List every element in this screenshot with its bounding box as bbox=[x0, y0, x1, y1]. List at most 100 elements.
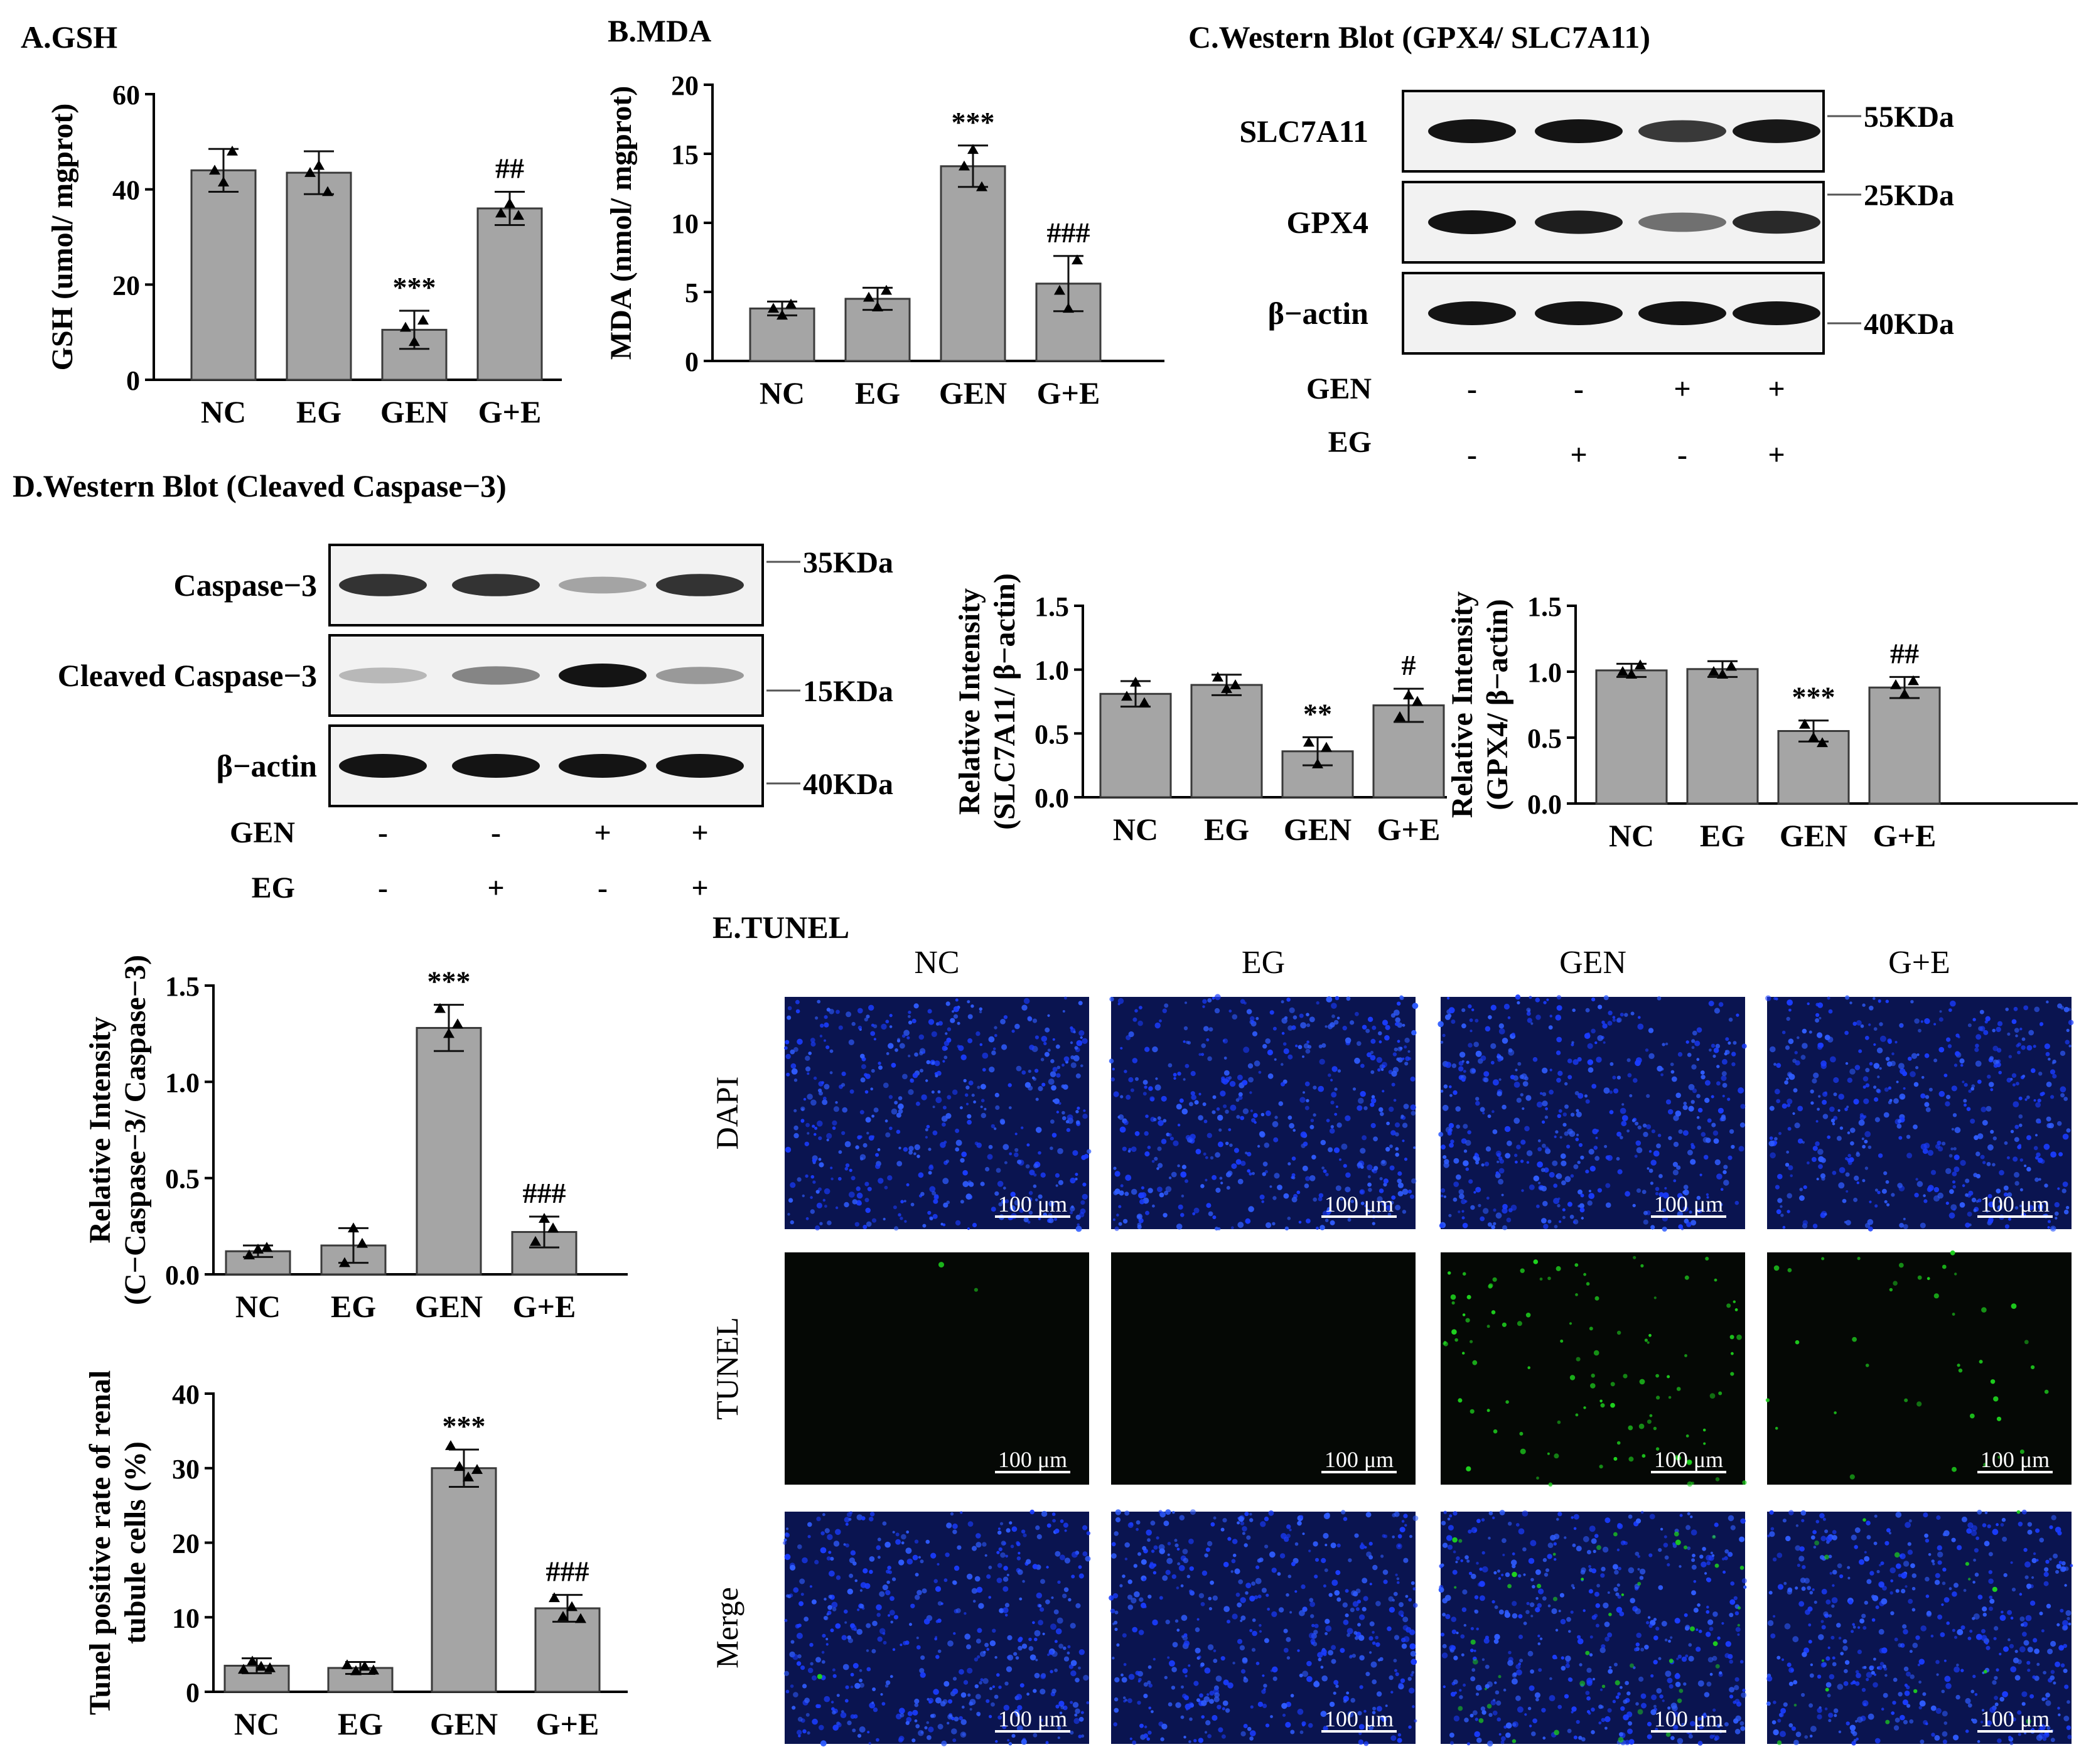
nucleus-dot bbox=[1902, 1699, 1908, 1706]
nucleus-dot bbox=[1970, 1530, 1977, 1536]
nucleus-dot bbox=[1261, 1689, 1266, 1694]
nucleus-dot bbox=[1475, 1100, 1480, 1106]
nucleus-dot bbox=[1712, 1611, 1718, 1617]
nucleus-dot bbox=[1453, 1655, 1458, 1660]
nucleus-dot bbox=[1787, 1662, 1792, 1667]
nucleus-dot bbox=[1038, 1086, 1043, 1092]
caspase-data-point bbox=[357, 1237, 368, 1248]
nucleus-dot bbox=[1541, 1185, 1547, 1191]
nucleus-dot bbox=[1028, 1637, 1032, 1642]
nucleus-dot bbox=[1508, 1208, 1513, 1213]
nucleus-dot bbox=[1483, 1208, 1489, 1214]
nucleus-dot bbox=[1537, 1642, 1541, 1645]
slc7a11-data-point bbox=[1130, 677, 1141, 687]
nucleus-dot bbox=[1171, 1171, 1177, 1178]
panel-b-title: B.MDA bbox=[608, 13, 712, 48]
nucleus-dot bbox=[1783, 1702, 1788, 1707]
nucleus-dot bbox=[1827, 996, 1830, 1000]
nucleus-dot bbox=[1537, 1147, 1542, 1152]
blot-band bbox=[452, 754, 540, 778]
nucleus-dot bbox=[1855, 1719, 1858, 1723]
nucleus-dot bbox=[1016, 1694, 1023, 1700]
tunel-positive-dot bbox=[1600, 1403, 1605, 1408]
nucleus-dot bbox=[1078, 1573, 1084, 1579]
nucleus-dot bbox=[844, 1517, 850, 1523]
nucleus-dot bbox=[1190, 1591, 1195, 1596]
nucleus-dot bbox=[1336, 1122, 1342, 1128]
nucleus-dot bbox=[1994, 1702, 1999, 1706]
nucleus-dot bbox=[1594, 1534, 1599, 1538]
nucleus-dot bbox=[2056, 1623, 2060, 1627]
nucleus-dot bbox=[975, 1638, 981, 1644]
nucleus-dot bbox=[1953, 1734, 1959, 1741]
nucleus-dot bbox=[1617, 1169, 1623, 1175]
tunel-positive-dot bbox=[1655, 1374, 1659, 1378]
nucleus-dot bbox=[1724, 1653, 1730, 1659]
nucleus-dot bbox=[953, 1632, 956, 1635]
nucleus-dot bbox=[1128, 1077, 1134, 1083]
nucleus-dot bbox=[1252, 1031, 1258, 1036]
nucleus-dot bbox=[828, 1551, 832, 1554]
nucleus-dot bbox=[1588, 1190, 1591, 1193]
nucleus-dot bbox=[1706, 1632, 1711, 1637]
nucleus-dot bbox=[2028, 1205, 2034, 1210]
nucleus-dot bbox=[1272, 1676, 1277, 1681]
nucleus-dot bbox=[1259, 1194, 1265, 1200]
caspase-x-tick-label: NC bbox=[235, 1289, 281, 1324]
nucleus-dot bbox=[1807, 1002, 1810, 1006]
nucleus-dot bbox=[1739, 1721, 1744, 1726]
nucleus-dot bbox=[1397, 1040, 1400, 1043]
nucleus-dot bbox=[866, 1131, 869, 1135]
nucleus-dot bbox=[1856, 1672, 1861, 1679]
nucleus-dot bbox=[1475, 1718, 1478, 1721]
nucleus-dot bbox=[1397, 1738, 1402, 1743]
nucleus-dot bbox=[1402, 1023, 1405, 1027]
nucleus-dot bbox=[1821, 1176, 1825, 1181]
nucleus-dot bbox=[954, 1716, 959, 1722]
tunel-positive-dot bbox=[2031, 1365, 2035, 1370]
tunel-positive-dot bbox=[1585, 1650, 1590, 1655]
nucleus-dot bbox=[849, 1573, 854, 1578]
tunel-positive-dot bbox=[1454, 1338, 1458, 1342]
nucleus-dot bbox=[1843, 1681, 1849, 1686]
nucleus-dot bbox=[836, 1694, 840, 1697]
nucleus-dot bbox=[1552, 1654, 1557, 1660]
tunel-positive-dot bbox=[1569, 1375, 1576, 1380]
nucleus-dot bbox=[1992, 1163, 1996, 1167]
nucleus-dot bbox=[1342, 1602, 1348, 1608]
nucleus-dot bbox=[1522, 1107, 1525, 1111]
tunel-positive-dot bbox=[1969, 1413, 1975, 1419]
nucleus-dot bbox=[816, 1516, 821, 1522]
nucleus-dot bbox=[986, 1574, 991, 1579]
nucleus-dot bbox=[1884, 1200, 1888, 1203]
nucleus-dot bbox=[1291, 1156, 1296, 1161]
nucleus-dot bbox=[1306, 1013, 1309, 1016]
nucleus-dot bbox=[1035, 1127, 1042, 1133]
nucleus-dot bbox=[832, 1668, 836, 1672]
nucleus-dot bbox=[1214, 994, 1221, 1001]
nucleus-dot bbox=[1302, 1670, 1309, 1677]
treatment-sign: + bbox=[691, 871, 708, 905]
nucleus-dot bbox=[2066, 1616, 2070, 1621]
nucleus-dot bbox=[1152, 1204, 1155, 1208]
nucleus-dot bbox=[814, 1132, 817, 1136]
caspase-data-point bbox=[244, 1249, 255, 1260]
tunel-positive-dot bbox=[1554, 1453, 1559, 1459]
nucleus-dot bbox=[964, 1612, 967, 1615]
nucleus-dot bbox=[1000, 1019, 1006, 1025]
nucleus-dot bbox=[1847, 1576, 1851, 1579]
nucleus-dot bbox=[1380, 1112, 1384, 1116]
nucleus-dot bbox=[1370, 1102, 1375, 1107]
nucleus-dot bbox=[1627, 1073, 1632, 1078]
nucleus-dot bbox=[974, 1576, 981, 1582]
nucleus-dot bbox=[1851, 1534, 1857, 1541]
nucleus-dot bbox=[877, 1537, 881, 1542]
nucleus-dot bbox=[1082, 1114, 1088, 1119]
nucleus-dot bbox=[865, 1207, 871, 1213]
nucleus-dot bbox=[1397, 1182, 1404, 1188]
nucleus-dot bbox=[783, 1538, 787, 1542]
nucleus-dot bbox=[1911, 1586, 1916, 1591]
nucleus-dot bbox=[1547, 1542, 1554, 1548]
nucleus-dot bbox=[1587, 1200, 1593, 1206]
nucleus-dot bbox=[2006, 1077, 2012, 1083]
